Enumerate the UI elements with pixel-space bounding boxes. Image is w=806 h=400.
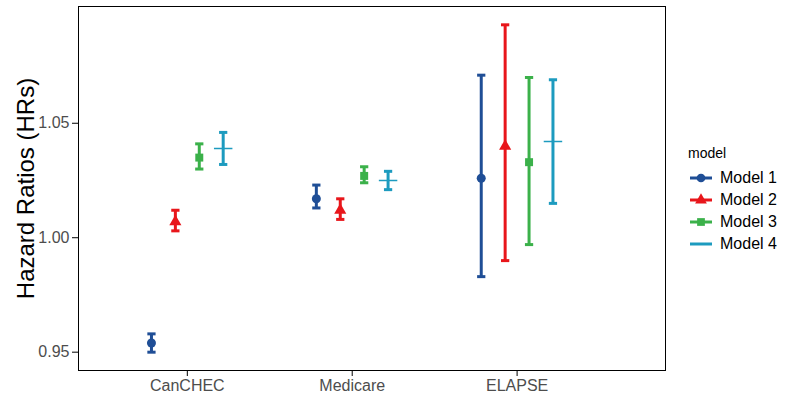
- svg-text:Hazard Ratios (HRs): Hazard Ratios (HRs): [12, 78, 39, 299]
- svg-text:Medicare: Medicare: [319, 377, 385, 394]
- html-text:Model 2: Model 2: [720, 191, 777, 208]
- html-text:Model 1: Model 1: [720, 169, 777, 186]
- svg-text:1.00: 1.00: [38, 229, 69, 246]
- svg-text:1.05: 1.05: [38, 114, 69, 131]
- html-text:Model 4: Model 4: [720, 235, 777, 252]
- svg-text:0.95: 0.95: [38, 343, 69, 360]
- html-text:Model 3: Model 3: [720, 213, 777, 230]
- svg-text:CanCHEC: CanCHEC: [150, 377, 225, 394]
- svg-text:ELAPSE: ELAPSE: [486, 377, 548, 394]
- html-text:model: model: [688, 145, 727, 161]
